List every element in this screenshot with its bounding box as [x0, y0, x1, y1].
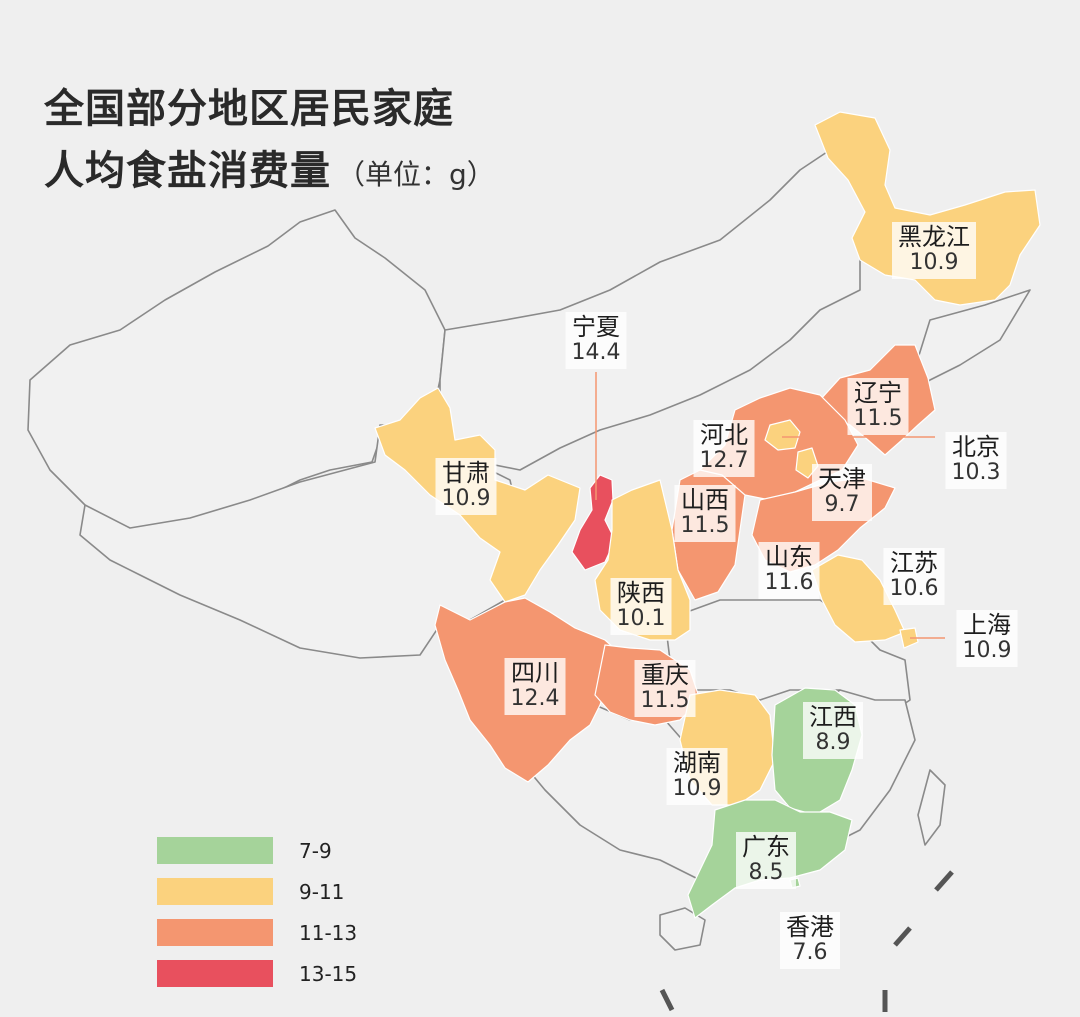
legend-item: 9-11: [157, 876, 357, 907]
south-sea-dashes: [659, 870, 954, 1012]
label-shanxi: 山西 11.5: [674, 485, 736, 542]
map-title-line2: 人均食盐消费量 （单位：g）: [44, 138, 495, 196]
label-jiangsu: 江苏 10.6: [883, 548, 945, 605]
region-value: 10.9: [962, 637, 1012, 663]
region-name: 甘肃: [441, 459, 490, 487]
label-ningxia: 宁夏 14.4: [565, 312, 627, 369]
region-name: 北京: [951, 433, 1000, 461]
base-land: [27, 149, 1031, 951]
region-value: 10.9: [672, 775, 722, 801]
region-shanghai: [899, 627, 919, 649]
map-title-line1: 全国部分地区居民家庭: [44, 86, 454, 132]
legend-item: 13-15: [157, 958, 357, 989]
legend: 7-9 9-11 11-13 13-15: [157, 835, 357, 999]
base-north: [439, 149, 871, 471]
map-title-unit: （单位：g）: [337, 158, 495, 191]
region-name: 广东: [742, 833, 790, 861]
legend-label: 9-11: [299, 879, 345, 904]
label-beijing: 北京 10.3: [945, 432, 1007, 489]
region-beijing: [764, 419, 801, 451]
region-value: 12.7: [699, 447, 749, 473]
region-name: 湖南: [672, 749, 721, 777]
region-name: 河北: [699, 421, 748, 449]
region-name: 黑龙江: [898, 223, 970, 251]
legend-label: 13-15: [299, 961, 358, 986]
legend-label: 11-13: [299, 920, 358, 945]
region-value: 11.5: [680, 512, 730, 538]
region-value: 11.5: [640, 687, 690, 713]
label-chongqing: 重庆 11.5: [634, 660, 696, 717]
label-tianjin: 天津 9.7: [812, 464, 872, 521]
region-value: 10.3: [951, 459, 1001, 485]
map-title-main: 人均食盐消费量: [44, 148, 331, 194]
label-jiangxi: 江西 8.9: [803, 702, 863, 759]
legend-item: 7-9: [157, 835, 357, 866]
legend-item: 11-13: [157, 917, 357, 948]
region-name: 四川: [510, 659, 559, 687]
label-heilongjiang: 黑龙江 10.9: [892, 222, 976, 279]
region-name: 辽宁: [853, 379, 902, 407]
legend-label: 7-9: [299, 838, 332, 863]
legend-swatch: [157, 878, 273, 905]
region-name: 上海: [962, 611, 1011, 639]
region-value: 12.4: [510, 685, 560, 711]
label-guangdong: 广东 8.5: [736, 832, 796, 889]
label-hongkong: 香港 7.6: [780, 912, 840, 969]
region-name: 江苏: [889, 549, 938, 577]
label-shanghai: 上海 10.9: [956, 610, 1018, 667]
region-value: 14.4: [571, 339, 621, 365]
region-value: 10.9: [441, 485, 491, 511]
dash-4: [659, 988, 675, 1012]
region-name: 香港: [786, 913, 834, 941]
region-name: 山西: [680, 486, 729, 514]
region-name: 江西: [809, 703, 857, 731]
base-taiwan: [917, 769, 946, 846]
region-value: 8.9: [815, 729, 851, 755]
region-name: 山东: [764, 543, 813, 571]
region-name: 宁夏: [571, 313, 620, 341]
region-value: 10.6: [889, 575, 939, 601]
label-hebei: 河北 12.7: [693, 420, 755, 477]
region-value: 10.9: [909, 249, 959, 275]
base-hainan: [659, 907, 706, 951]
label-shaanxi: 陕西 10.1: [610, 578, 672, 635]
label-shandong: 山东 11.6: [758, 542, 820, 599]
region-value: 10.1: [616, 605, 666, 631]
region-value: 11.5: [853, 405, 903, 431]
legend-swatch: [157, 919, 273, 946]
legend-swatch: [157, 837, 273, 864]
dash-2: [893, 926, 912, 947]
label-sichuan: 四川 12.4: [504, 658, 566, 715]
label-hunan: 湖南 10.9: [666, 748, 728, 805]
legend-swatch: [157, 960, 273, 987]
region-name: 陕西: [616, 579, 665, 607]
label-liaoning: 辽宁 11.5: [847, 378, 909, 435]
region-name: 重庆: [640, 661, 689, 689]
region-value: 11.6: [764, 569, 814, 595]
region-value: 9.7: [824, 491, 860, 517]
region-value: 7.6: [792, 939, 828, 965]
region-value: 8.5: [748, 859, 784, 885]
region-name: 天津: [818, 465, 866, 493]
label-gansu: 甘肃 10.9: [435, 458, 497, 515]
region-heilongjiang: [814, 111, 1041, 306]
dash-1: [934, 870, 954, 892]
